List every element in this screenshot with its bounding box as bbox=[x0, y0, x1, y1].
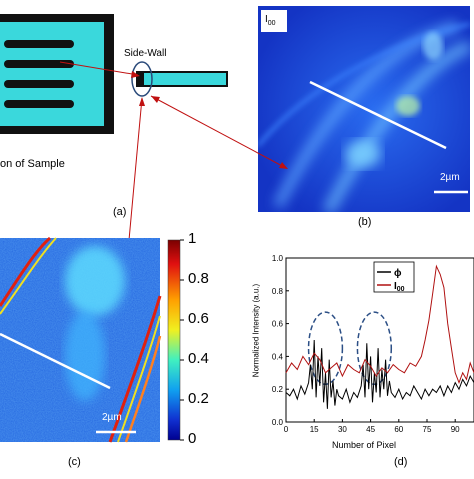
phase-bright-region bbox=[65, 246, 125, 316]
x-tick-label: 0 bbox=[284, 425, 289, 434]
x-tick-label: 60 bbox=[394, 425, 403, 434]
x-tick-label: 75 bbox=[423, 425, 432, 434]
chart-y-axis-label: Normalized Intensity (a.u.) bbox=[251, 283, 261, 378]
sample-finger bbox=[4, 60, 74, 68]
sample-finger bbox=[4, 100, 74, 108]
side-wall-fill bbox=[144, 73, 226, 85]
profile-line bbox=[0, 332, 111, 390]
intensity-image bbox=[256, 6, 473, 215]
colorbar-tick-label: 1 bbox=[188, 230, 197, 247]
highlight-ellipse bbox=[307, 311, 344, 386]
panel-d: 0.0 0.2 0.4 0.6 0.8 1.0 0 15 30 45 60 75 90 ϕ I00 Norm… bbox=[240, 250, 474, 474]
series-line-phi bbox=[285, 339, 474, 409]
panel-c: 2µm 1 0.8 0.6 0.4 0.2 0 (c) bbox=[0, 230, 212, 474]
arrow-to-c bbox=[126, 97, 143, 263]
legend-box bbox=[373, 261, 415, 293]
panel-label-a: (a) bbox=[113, 206, 127, 218]
colorbar-tick-label: 0.8 bbox=[188, 270, 209, 287]
scale-bar-label-c: 2µm bbox=[102, 412, 122, 423]
side-wall-ellipse bbox=[131, 61, 153, 97]
fringe-yellow bbox=[117, 315, 161, 443]
sample-fill bbox=[0, 22, 104, 126]
corner-label-box bbox=[261, 10, 287, 32]
sample-schematic bbox=[0, 14, 228, 134]
side-wall-label: Side-Wall bbox=[124, 48, 167, 59]
bright-spot bbox=[423, 32, 443, 60]
series-line-i00 bbox=[285, 264, 474, 384]
panel-b: I00 2µm bbox=[256, 6, 473, 215]
panel-label-c: (c) bbox=[68, 456, 81, 468]
plot-frame bbox=[285, 257, 474, 423]
y-tick-label: 1.0 bbox=[272, 254, 284, 263]
panel-label-d: (d) bbox=[394, 456, 408, 468]
y-tick-label: 0.8 bbox=[272, 287, 284, 296]
fringe-red bbox=[108, 295, 162, 443]
arrow-head bbox=[131, 71, 140, 78]
sample-finger bbox=[4, 40, 74, 48]
panel-a: Side-Wall on of Sample (a) bbox=[0, 0, 240, 230]
corner-label-sub: 00 bbox=[267, 20, 276, 27]
y-tick-label: 0.2 bbox=[272, 385, 284, 394]
colorbar-tick-label: 0.4 bbox=[188, 350, 209, 367]
wall-glow bbox=[322, 40, 473, 215]
corner-label: I00 bbox=[265, 14, 276, 27]
x-tick-label: 90 bbox=[451, 425, 460, 434]
colorbar-tick-label: 0.6 bbox=[188, 310, 209, 327]
colorbar-tick-label: 0 bbox=[188, 430, 197, 447]
arrow-line bbox=[59, 61, 139, 76]
arrow-head bbox=[139, 97, 145, 106]
scale-bar-label-b: 2µm bbox=[440, 172, 460, 183]
x-tick-label: 15 bbox=[310, 425, 319, 434]
colorbar bbox=[167, 239, 181, 441]
intensity-profile-chart: 0.0 0.2 0.4 0.6 0.8 1.0 0 15 30 45 60 75 90 ϕ I00 bbox=[272, 254, 474, 434]
legend-entry: I00 bbox=[394, 281, 405, 293]
phase-image bbox=[0, 236, 184, 443]
sample-finger bbox=[4, 80, 74, 88]
x-tick-label: 30 bbox=[338, 425, 347, 434]
colorbar-ticks bbox=[180, 239, 184, 441]
y-tick-label: 0.4 bbox=[272, 352, 284, 361]
phase-bright-region bbox=[65, 311, 105, 401]
fringe-yellow bbox=[0, 237, 57, 315]
arrow-head bbox=[151, 96, 160, 103]
legend-entry: ϕ bbox=[394, 268, 402, 279]
corner-label-main: I bbox=[265, 14, 268, 25]
fringe-red bbox=[0, 236, 51, 307]
sample-caption: on of Sample bbox=[0, 158, 65, 170]
chart-x-axis-label: Number of Pixel bbox=[332, 440, 397, 450]
colorbar-tick-label: 0.2 bbox=[188, 390, 209, 407]
fringe-orange bbox=[124, 335, 162, 443]
y-tick-label: 0.0 bbox=[272, 418, 284, 427]
bright-spot bbox=[345, 140, 381, 168]
x-tick-label: 45 bbox=[366, 425, 375, 434]
highlight-ellipse bbox=[356, 311, 393, 386]
arrow-to-b bbox=[150, 95, 287, 169]
y-tick-label: 0.6 bbox=[272, 320, 284, 329]
arrow-head bbox=[279, 162, 288, 169]
panel-label-b: (b) bbox=[358, 216, 372, 228]
bright-spot bbox=[396, 96, 420, 116]
profile-line bbox=[309, 80, 447, 150]
